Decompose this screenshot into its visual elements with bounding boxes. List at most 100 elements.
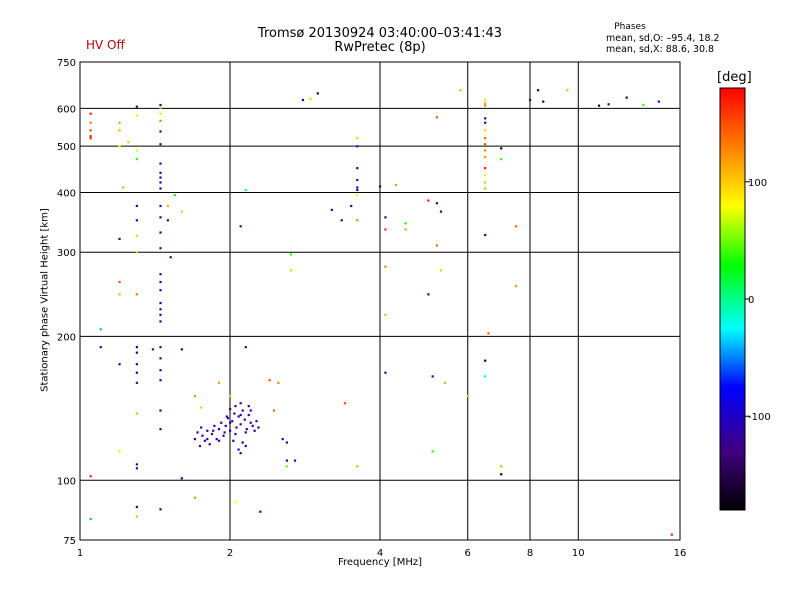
- data-point: [224, 424, 227, 428]
- data-point: [484, 359, 487, 362]
- data-point: [625, 96, 628, 99]
- data-point: [159, 273, 162, 276]
- data-point: [135, 234, 138, 237]
- data-point: [229, 429, 232, 432]
- data-point: [173, 194, 177, 197]
- data-point: [427, 293, 430, 296]
- data-point: [253, 429, 256, 432]
- data-point: [151, 348, 155, 351]
- data-point: [597, 104, 601, 107]
- data-point: [356, 137, 359, 140]
- x-axis-label: Frequency [MHz]: [337, 557, 423, 568]
- data-point: [118, 145, 121, 148]
- data-point: [213, 424, 216, 428]
- data-point: [431, 375, 434, 378]
- y-tick-label: 300: [57, 248, 76, 259]
- data-point: [232, 439, 235, 442]
- data-point: [484, 187, 487, 190]
- data-point: [159, 181, 162, 184]
- data-point: [566, 89, 569, 92]
- data-point: [435, 202, 438, 205]
- data-point: [135, 381, 138, 384]
- data-point: [118, 237, 121, 241]
- data-point: [293, 459, 297, 462]
- data-point: [135, 467, 138, 470]
- data-point: [206, 437, 209, 441]
- x-tick-label: 4: [377, 548, 383, 559]
- data-point: [169, 256, 172, 259]
- data-point: [241, 409, 244, 412]
- data-point: [356, 178, 359, 182]
- data-point: [159, 143, 162, 146]
- data-point: [193, 437, 197, 441]
- data-point: [356, 219, 359, 222]
- data-point: [340, 219, 343, 222]
- data-point: [384, 265, 387, 268]
- data-point: [500, 147, 503, 150]
- data-point: [350, 204, 353, 208]
- data-point: [244, 444, 247, 448]
- data-point: [135, 346, 138, 349]
- data-point: [200, 426, 203, 429]
- data-point: [343, 402, 347, 405]
- y-tick-label: 100: [57, 476, 76, 487]
- data-point: [356, 465, 359, 468]
- data-point: [135, 251, 138, 254]
- data-point: [229, 395, 232, 398]
- chart-subtitle: RwPretec (8p): [334, 40, 426, 55]
- data-point: [244, 431, 247, 434]
- data-point: [251, 424, 254, 428]
- colorbar-tick-label: 100: [748, 178, 767, 189]
- data-point: [484, 143, 487, 146]
- data-point: [285, 459, 288, 462]
- colorbar: [719, 87, 746, 511]
- data-point: [89, 517, 92, 521]
- data-point: [159, 119, 162, 123]
- data-point: [135, 363, 138, 366]
- data-point: [89, 112, 92, 115]
- data-point: [159, 313, 162, 316]
- data-point: [159, 106, 162, 109]
- colorbar-title: [deg]: [717, 70, 752, 85]
- data-point: [670, 533, 673, 536]
- data-point: [356, 145, 359, 148]
- data-point: [233, 412, 236, 415]
- data-point: [239, 452, 242, 455]
- data-point: [234, 501, 237, 504]
- data-point: [135, 463, 138, 466]
- data-point: [268, 379, 271, 382]
- data-point: [89, 137, 92, 140]
- data-point: [515, 284, 518, 288]
- data-point: [210, 432, 214, 436]
- data-point: [443, 381, 447, 384]
- data-point: [404, 222, 407, 225]
- phase-stats-title: Phases: [614, 22, 646, 32]
- data-point: [159, 103, 162, 107]
- data-point: [239, 402, 242, 405]
- data-point: [356, 167, 359, 170]
- data-point: [237, 415, 240, 418]
- data-point: [435, 244, 438, 247]
- data-point: [118, 363, 121, 366]
- data-point: [435, 116, 438, 119]
- hv-status-label: HV Off: [86, 38, 125, 52]
- data-point: [484, 174, 487, 177]
- y-tick-label: 200: [57, 332, 76, 343]
- data-point: [220, 421, 223, 424]
- data-point: [159, 320, 162, 323]
- data-point: [484, 102, 487, 105]
- data-point: [135, 204, 138, 208]
- data-point: [487, 332, 490, 335]
- data-point: [201, 434, 204, 437]
- data-point: [231, 420, 234, 423]
- data-point: [484, 167, 487, 170]
- data-point: [244, 346, 247, 349]
- data-point: [257, 426, 260, 429]
- data-point: [166, 204, 169, 208]
- data-point: [159, 428, 162, 431]
- data-point: [226, 416, 230, 420]
- data-point: [118, 280, 121, 284]
- data-point: [234, 432, 237, 436]
- data-point: [247, 413, 250, 417]
- data-point: [135, 219, 138, 222]
